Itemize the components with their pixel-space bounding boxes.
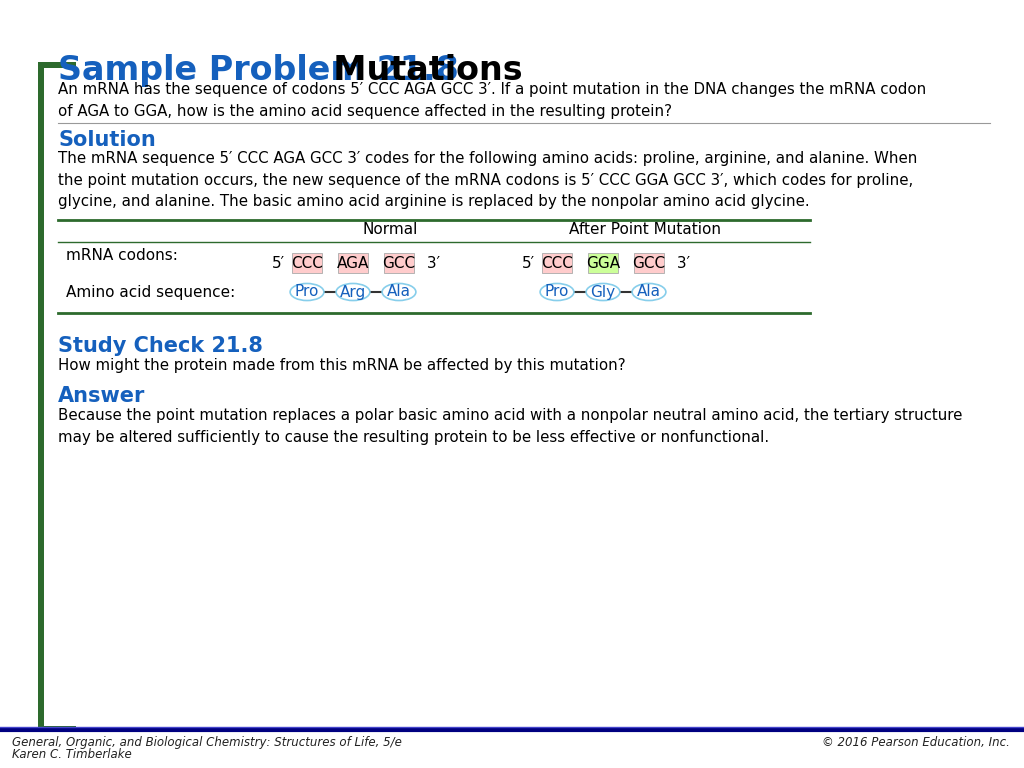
Text: 3′: 3′	[422, 256, 440, 270]
Ellipse shape	[586, 283, 620, 300]
Ellipse shape	[632, 283, 666, 300]
Text: 5′: 5′	[522, 256, 535, 270]
FancyBboxPatch shape	[338, 253, 369, 273]
Text: Pro: Pro	[295, 284, 319, 300]
Text: How might the protein made from this mRNA be affected by this mutation?: How might the protein made from this mRN…	[58, 358, 626, 373]
Text: CCC: CCC	[541, 256, 573, 270]
Text: Gly: Gly	[591, 284, 615, 300]
Text: Amino acid sequence:: Amino acid sequence:	[66, 284, 236, 300]
Text: 5′: 5′	[272, 256, 285, 270]
Text: Solution: Solution	[58, 130, 156, 150]
Text: Because the point mutation replaces a polar basic amino acid with a nonpolar neu: Because the point mutation replaces a po…	[58, 408, 963, 445]
Text: CCC: CCC	[291, 256, 323, 270]
Text: GCC: GCC	[382, 256, 416, 270]
FancyBboxPatch shape	[38, 726, 76, 732]
Text: Karen C. Timberlake: Karen C. Timberlake	[12, 748, 132, 761]
Text: Mutations: Mutations	[310, 54, 522, 87]
Text: An mRNA has the sequence of codons 5′ CCC AGA GCC 3′. If a point mutation in the: An mRNA has the sequence of codons 5′ CC…	[58, 82, 927, 118]
Text: AGA: AGA	[337, 256, 370, 270]
Ellipse shape	[540, 283, 573, 300]
FancyBboxPatch shape	[634, 253, 665, 273]
Text: After Point Mutation: After Point Mutation	[569, 222, 721, 237]
Text: 3′: 3′	[672, 256, 690, 270]
Text: GCC: GCC	[633, 256, 666, 270]
Text: Ala: Ala	[637, 284, 662, 300]
FancyBboxPatch shape	[38, 62, 76, 68]
Text: Arg: Arg	[340, 284, 367, 300]
FancyBboxPatch shape	[292, 253, 323, 273]
Ellipse shape	[290, 283, 324, 300]
FancyBboxPatch shape	[384, 253, 415, 273]
Text: Ala: Ala	[387, 284, 411, 300]
FancyBboxPatch shape	[38, 68, 44, 726]
Text: © 2016 Pearson Education, Inc.: © 2016 Pearson Education, Inc.	[822, 736, 1010, 749]
Text: General, Organic, and Biological Chemistry: Structures of Life, 5/e: General, Organic, and Biological Chemist…	[12, 736, 401, 749]
Ellipse shape	[336, 283, 370, 300]
Text: The mRNA sequence 5′ CCC AGA GCC 3′ codes for the following amino acids: proline: The mRNA sequence 5′ CCC AGA GCC 3′ code…	[58, 151, 918, 209]
Text: Normal: Normal	[362, 222, 418, 237]
Text: Study Check 21.8: Study Check 21.8	[58, 336, 263, 356]
Text: Pro: Pro	[545, 284, 569, 300]
Text: Sample Problem 21.8: Sample Problem 21.8	[58, 54, 459, 87]
FancyBboxPatch shape	[588, 253, 618, 273]
Text: mRNA codons:: mRNA codons:	[66, 247, 178, 263]
Text: GGA: GGA	[586, 256, 621, 270]
Text: Answer: Answer	[58, 386, 145, 406]
Ellipse shape	[382, 283, 416, 300]
FancyBboxPatch shape	[542, 253, 572, 273]
